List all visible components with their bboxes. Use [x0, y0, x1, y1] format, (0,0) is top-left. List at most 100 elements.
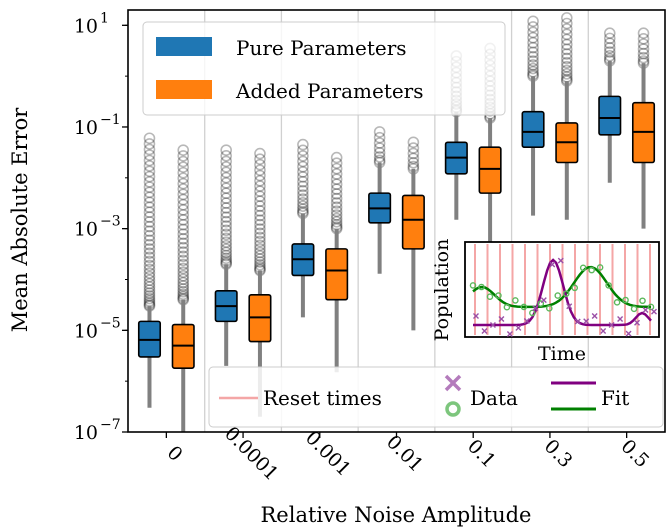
outlier-point — [220, 144, 232, 156]
outlier-point — [254, 205, 266, 217]
outlier-point — [143, 277, 156, 290]
outlier-point — [177, 254, 190, 267]
outlier-point — [143, 251, 156, 264]
outlier-point — [527, 62, 539, 75]
outlier-point — [177, 155, 190, 168]
outlier-point — [143, 238, 156, 251]
outlier-point — [220, 161, 232, 173]
outlier-point — [254, 158, 266, 171]
outlier-point — [407, 157, 420, 169]
outlier-point — [177, 262, 190, 275]
outlier-point — [220, 182, 232, 194]
y-tick-label: 10 — [74, 320, 98, 342]
outlier-point — [177, 246, 190, 258]
outlier-point — [143, 191, 156, 204]
inset-data-circle — [478, 283, 485, 291]
y-tick-label: 10 — [74, 422, 98, 444]
outlier-point — [143, 290, 156, 302]
inset-data-cross — [651, 308, 657, 315]
outlier-point — [220, 150, 232, 162]
outlier-point — [527, 26, 539, 39]
outlier-point — [297, 155, 309, 168]
inset-fit-purple — [473, 258, 652, 327]
outlier-point — [177, 188, 190, 201]
outlier-point — [177, 237, 190, 250]
legend-label-pure: Pure Parameters — [236, 36, 407, 60]
outlier-point — [143, 143, 156, 156]
outlier-point — [330, 168, 343, 180]
outlier-point — [143, 186, 156, 199]
outlier-point — [527, 41, 539, 54]
outlier-point — [297, 180, 309, 193]
inset-data-circle — [503, 303, 511, 311]
outlier-point — [373, 151, 386, 163]
outlier-point — [254, 243, 266, 255]
outlier-point — [254, 231, 266, 244]
inset-data-circle — [520, 303, 528, 311]
outlier-point — [220, 197, 232, 209]
inset-data-circle — [613, 299, 621, 306]
inset-legend: Reset times Data Fit — [208, 366, 664, 428]
outlier-point — [143, 234, 156, 247]
outlier-point — [177, 288, 190, 301]
outlier-point — [254, 259, 266, 271]
inset-y-axis-title: Population — [431, 239, 453, 342]
legend-swatch-added — [156, 80, 212, 99]
outlier-point — [254, 209, 266, 222]
outlier-point — [254, 153, 266, 165]
outlier-point — [297, 185, 309, 197]
outlier-point — [254, 180, 266, 192]
inset-data-cross — [523, 318, 530, 325]
outlier-point — [220, 224, 232, 237]
outlier-point — [177, 250, 190, 263]
inset-data-circle — [630, 305, 638, 313]
outlier-point — [220, 249, 232, 262]
outlier-point — [143, 216, 156, 228]
outlier-point — [527, 21, 539, 33]
legend-data-circle — [445, 401, 461, 417]
outlier-point — [143, 274, 156, 287]
outlier-point — [143, 270, 156, 283]
legend-data-cross — [444, 374, 462, 392]
outlier-point — [143, 295, 156, 307]
inset-data-cross — [574, 318, 581, 325]
outlier-point — [297, 138, 309, 151]
y-tick-exponent: −5 — [100, 315, 121, 331]
inset-data-circle — [562, 290, 570, 297]
outlier-point — [330, 188, 343, 200]
outlier-point — [177, 266, 190, 278]
outlier-point — [177, 198, 190, 211]
outlier-point — [143, 132, 156, 145]
inset-data-circle — [486, 293, 494, 301]
outlier-point — [297, 171, 309, 183]
outlier-point — [220, 206, 232, 219]
outlier-point — [637, 33, 650, 45]
inset-data-cross — [600, 328, 607, 334]
outlier-point — [297, 150, 309, 162]
outlier-point — [330, 192, 343, 205]
outlier-point — [220, 232, 232, 245]
outlier-point — [143, 225, 156, 237]
box-iqr — [598, 95, 622, 136]
outlier-point — [561, 23, 573, 35]
outlier-point — [330, 151, 343, 164]
inset-data-cross — [473, 313, 479, 319]
outlier-point — [177, 280, 190, 292]
outlier-point — [527, 15, 539, 28]
outlier-point — [177, 258, 190, 271]
outlier-point — [254, 246, 266, 259]
outlier-point — [143, 181, 156, 193]
inset-data-circle — [588, 266, 595, 274]
inset-data-cross — [506, 331, 513, 337]
inset-data-circle — [529, 309, 536, 317]
outlier-point — [561, 64, 573, 77]
outlier-point — [637, 51, 650, 64]
outlier-point — [527, 59, 539, 71]
inset-data-circle — [596, 264, 604, 271]
outlier-point — [177, 177, 190, 190]
outlier-point — [177, 241, 190, 254]
outlier-point — [330, 197, 343, 209]
outlier-point — [220, 166, 232, 179]
outlier-point — [297, 144, 309, 157]
box-iqr — [401, 194, 425, 250]
